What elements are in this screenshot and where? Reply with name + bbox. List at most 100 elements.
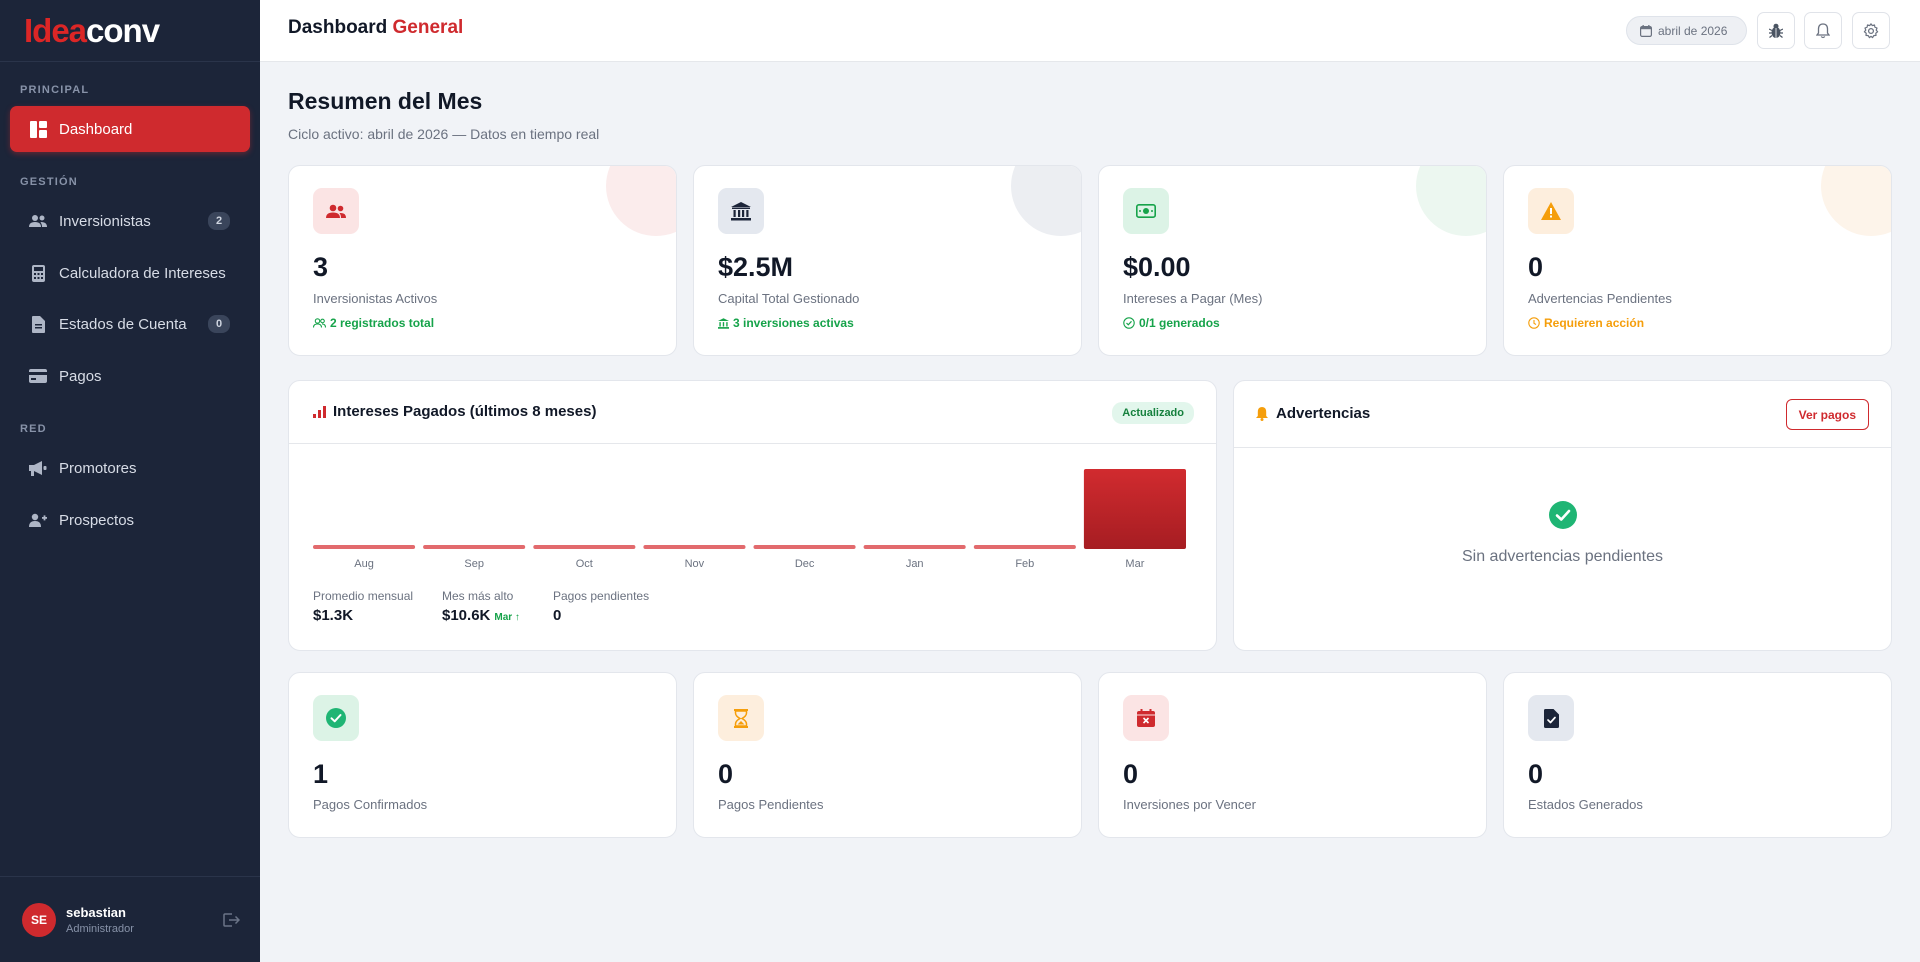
decorative-circle bbox=[1416, 166, 1486, 236]
count-badge: 2 bbox=[208, 212, 230, 230]
summary-label: Promedio mensual bbox=[313, 589, 414, 603]
stat-card-capital: $2.5M Capital Total Gestionado 3 inversi… bbox=[693, 165, 1082, 356]
summary-value: $1.3K bbox=[313, 607, 354, 624]
megaphone-icon bbox=[29, 459, 47, 477]
sidebar-item-inversionistas[interactable]: Inversionistas 2 bbox=[10, 198, 250, 244]
alerts-title-text: Advertencias bbox=[1276, 405, 1371, 422]
brand-logo[interactable]: Idea conv bbox=[0, 0, 260, 62]
count-badge: 0 bbox=[208, 315, 230, 333]
bar-chart-icon bbox=[313, 405, 333, 418]
stat-label: Inversionistas Activos bbox=[313, 291, 438, 306]
sidebar-item-calculadora[interactable]: Calculadora de Intereses bbox=[10, 250, 250, 296]
avatar[interactable]: SE bbox=[22, 902, 56, 937]
x-tick-label: Oct bbox=[576, 558, 593, 570]
x-tick-label: Jan bbox=[906, 558, 924, 570]
interests-chart-card: Intereses Pagados (últimos 8 meses) Actu… bbox=[288, 380, 1217, 651]
sidebar-item-prospectos[interactable]: Prospectos bbox=[10, 497, 250, 543]
stat-label: Advertencias Pendientes bbox=[1528, 291, 1672, 306]
chart-bar-nov[interactable] bbox=[643, 545, 746, 549]
bug-icon bbox=[1769, 23, 1783, 39]
sidebar-item-label: Inversionistas bbox=[59, 212, 151, 230]
users-icon bbox=[29, 212, 47, 230]
chart-bar-feb[interactable] bbox=[973, 545, 1076, 549]
bank-small-icon bbox=[718, 317, 733, 329]
stat-value: 0 bbox=[1528, 252, 1544, 282]
sidebar-item-estados-de-cuenta[interactable]: Estados de Cuenta 0 bbox=[10, 301, 250, 347]
stat-card-inversiones-por-vencer: 0 Inversiones por Vencer bbox=[1098, 672, 1487, 838]
stat-foot-text: Requieren acción bbox=[1544, 316, 1645, 330]
stat-label: Inversiones por Vencer bbox=[1123, 797, 1256, 812]
user-role: Administrador bbox=[66, 922, 134, 935]
stat-card-pagos-confirmados: 1 Pagos Confirmados bbox=[288, 672, 677, 838]
chart-bar-oct[interactable] bbox=[533, 545, 636, 549]
date-selector[interactable]: abril de 2026 bbox=[1626, 16, 1747, 45]
stat-value: 1 bbox=[313, 759, 329, 789]
summary-label: Mes más alto bbox=[442, 589, 514, 603]
money-icon bbox=[1123, 188, 1169, 234]
stat-card-inversionistas: 3 Inversionistas Activos 2 registrados t… bbox=[288, 165, 677, 356]
stat-label: Pagos Confirmados bbox=[313, 797, 428, 812]
logout-icon[interactable] bbox=[223, 913, 241, 932]
brand-part-2: conv bbox=[86, 11, 160, 49]
summary-max-value: $10.6K bbox=[442, 607, 491, 624]
alerts-card: Advertencias Ver pagos Sin advertencias … bbox=[1233, 380, 1892, 651]
chart-title: Intereses Pagados (últimos 8 meses) bbox=[313, 403, 596, 420]
credit-card-icon bbox=[29, 367, 47, 385]
chart-bar-jan[interactable] bbox=[863, 545, 966, 549]
x-tick-label: Mar bbox=[1125, 558, 1144, 570]
page-header-title: Dashboard General bbox=[288, 17, 463, 39]
status-badge: Actualizado bbox=[1112, 402, 1194, 424]
gear-icon bbox=[1863, 22, 1879, 39]
decorative-circle bbox=[1011, 166, 1081, 236]
calendar-x-icon bbox=[1123, 695, 1169, 741]
chart-bar-dec[interactable] bbox=[753, 545, 856, 549]
chart-bar-mar[interactable] bbox=[1083, 469, 1186, 549]
check-circle-icon bbox=[1548, 501, 1577, 534]
decorative-circle bbox=[1821, 166, 1891, 236]
users-small-icon bbox=[313, 318, 330, 328]
hourglass-icon bbox=[718, 695, 764, 741]
stat-value: 0 bbox=[1123, 759, 1139, 789]
summary-pending: Pagos pendientes 0 bbox=[553, 589, 649, 624]
sidebar-item-promotores[interactable]: Promotores bbox=[10, 445, 250, 491]
sidebar-item-label: Promotores bbox=[59, 459, 137, 477]
users-icon bbox=[313, 188, 359, 234]
sidebar-item-pagos[interactable]: Pagos bbox=[10, 353, 250, 399]
dashboard-icon bbox=[29, 120, 47, 138]
stat-foot: Requieren acción bbox=[1528, 316, 1644, 330]
stat-card-advertencias: 0 Advertencias Pendientes Requieren acci… bbox=[1503, 165, 1892, 356]
stat-card-intereses: $0.00 Intereses a Pagar (Mes) 0/1 genera… bbox=[1098, 165, 1487, 356]
sidebar-item-label: Calculadora de Intereses bbox=[59, 264, 226, 282]
view-payments-button[interactable]: Ver pagos bbox=[1785, 399, 1869, 430]
empty-state-text: Sin advertencias pendientes bbox=[1461, 548, 1664, 565]
alerts-empty-state: Sin advertencias pendientes bbox=[1234, 501, 1891, 566]
chart-bar-sep[interactable] bbox=[423, 545, 526, 549]
x-tick-label: Dec bbox=[795, 558, 815, 570]
summary-average: Promedio mensual $1.3K bbox=[313, 589, 413, 624]
stat-foot-text: 2 registrados total bbox=[330, 316, 435, 330]
decorative-circle bbox=[606, 166, 676, 236]
chart-bar-aug[interactable] bbox=[313, 545, 416, 549]
sidebar-item-label: Prospectos bbox=[59, 511, 135, 529]
sidebar-item-label: Pagos bbox=[59, 367, 102, 385]
page-subtitle: Ciclo activo: abril de 2026 — Datos en t… bbox=[288, 126, 600, 142]
user-plus-icon bbox=[29, 511, 47, 529]
stat-value: 0 bbox=[718, 759, 734, 789]
user-name: sebastian bbox=[66, 904, 126, 920]
notifications-button[interactable] bbox=[1804, 12, 1842, 49]
date-label: abril de 2026 bbox=[1658, 23, 1728, 38]
stat-foot-text: 3 inversiones activas bbox=[733, 316, 854, 330]
brand-part-1: Idea bbox=[24, 11, 87, 49]
stat-value: 3 bbox=[313, 252, 329, 282]
alerts-title: Advertencias bbox=[1256, 405, 1370, 422]
bug-report-button[interactable] bbox=[1757, 12, 1795, 49]
summary-max: Mes más alto $10.6K Mar ↑ bbox=[442, 589, 520, 624]
stat-card-estados-generados: 0 Estados Generados bbox=[1503, 672, 1892, 838]
section-gestion: GESTIÓN bbox=[20, 176, 78, 188]
stat-foot: 2 registrados total bbox=[313, 316, 434, 330]
sidebar-item-dashboard[interactable]: Dashboard bbox=[10, 106, 250, 152]
calendar-icon bbox=[1640, 24, 1658, 37]
stat-label: Intereses a Pagar (Mes) bbox=[1123, 291, 1263, 306]
check-circle-icon bbox=[313, 695, 359, 741]
settings-button[interactable] bbox=[1852, 12, 1890, 49]
